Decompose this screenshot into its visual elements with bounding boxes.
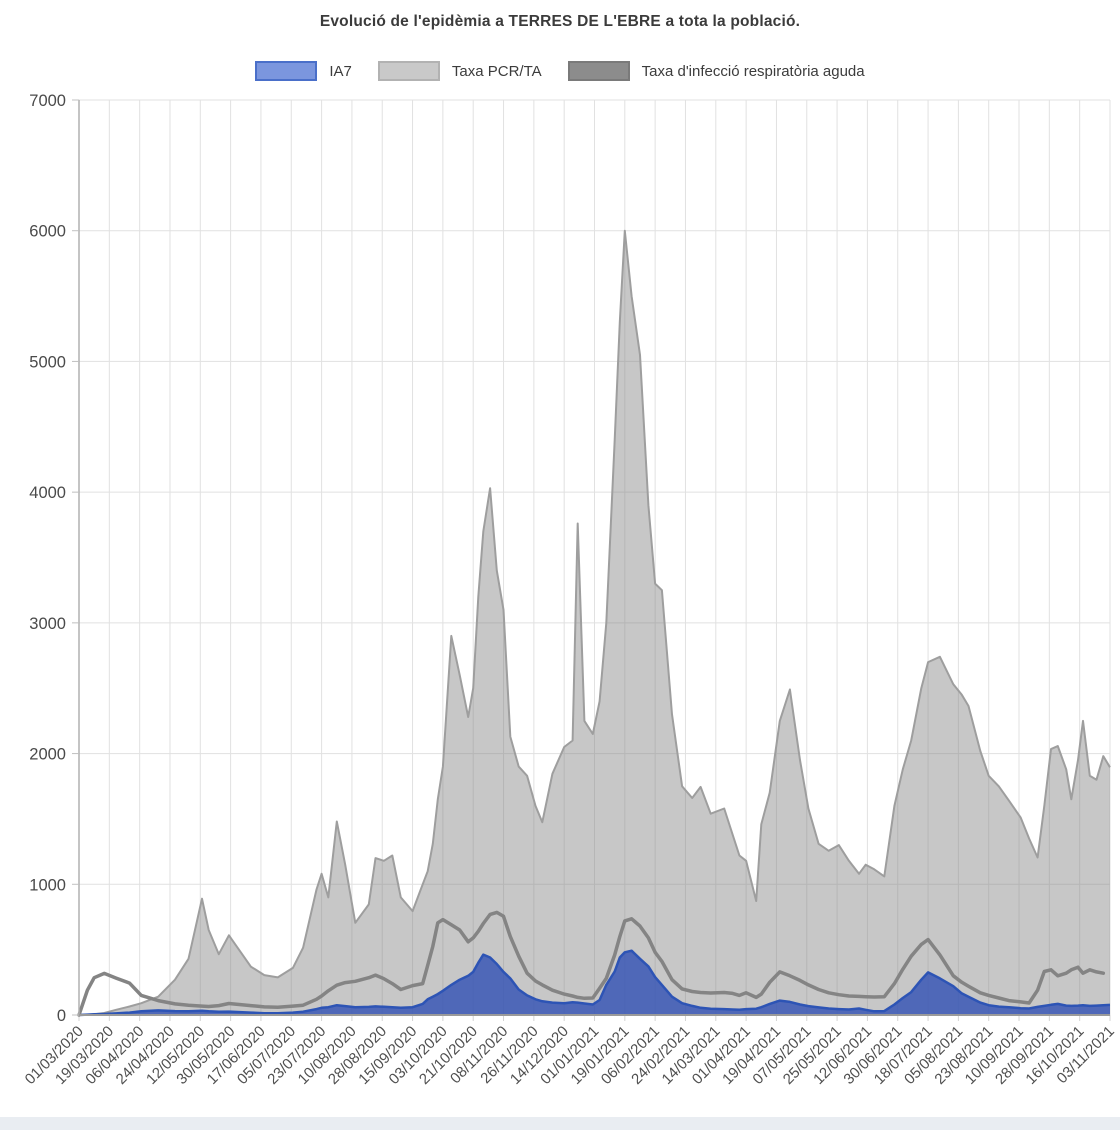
series-taxa-pcr-ta-area <box>79 230 1110 1015</box>
y-tick-label: 5000 <box>29 353 66 371</box>
legend-item-0[interactable]: IA7 <box>255 61 352 81</box>
bottom-strip <box>0 1117 1120 1130</box>
legend-swatch-icon <box>567 61 630 81</box>
y-tick-label: 1000 <box>29 876 66 894</box>
legend-item-2[interactable]: Taxa d'infecció respiratòria aguda <box>567 61 865 81</box>
legend-label: Taxa PCR/TA <box>451 62 542 80</box>
series-taxa-d-infecci-respirat-ria-aguda-line <box>77 910 1106 1017</box>
x-axis-labels: 01/03/202019/03/202006/04/202024/04/2020… <box>22 1023 1118 1088</box>
legend-swatch-icon <box>255 61 318 81</box>
legend-label: IA7 <box>329 62 352 80</box>
y-tick-label: 3000 <box>29 615 66 633</box>
y-tick-label: 7000 <box>29 92 66 110</box>
y-tick-label: 4000 <box>29 484 66 502</box>
legend-label: Taxa d'infecció respiratòria aguda <box>641 62 865 80</box>
legend-swatch-icon <box>377 61 440 81</box>
axes <box>78 100 1110 1016</box>
legend-item-1[interactable]: Taxa PCR/TA <box>377 61 542 81</box>
series-ia7-area <box>79 950 1110 1015</box>
y-tick-label: 6000 <box>29 223 66 241</box>
y-axis-labels: 0 1000 2000 3000 4000 5000 6000 7000 <box>29 92 79 1025</box>
series-taxa-pcr-ta-edge <box>78 229 1111 1016</box>
chart-legend: IA7 Taxa PCR/TA Taxa d'infecció respiratòr… <box>0 61 1120 81</box>
chart-title: Evolució de l'epidèmia a TERRES DE L'EBR… <box>319 13 801 30</box>
series-group <box>77 229 1111 1017</box>
y-tick-label: 0 <box>57 1007 66 1025</box>
series-ia7-edge <box>78 949 1111 1017</box>
y-tick-label: 2000 <box>29 746 66 764</box>
